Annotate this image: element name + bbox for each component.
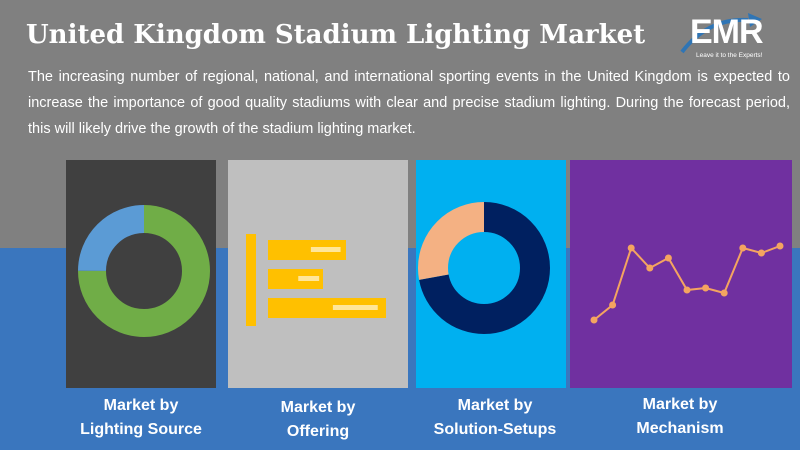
- bar-highlight-0: [310, 247, 341, 252]
- panel-solution-setups: [416, 160, 566, 388]
- data-point-10: [776, 242, 784, 250]
- series-line: [593, 245, 781, 321]
- page-description: The increasing number of regional, natio…: [28, 69, 790, 137]
- bar-highlight-2: [332, 305, 378, 310]
- panel-mechanism: [570, 160, 792, 388]
- logo-text: EMR: [690, 13, 764, 51]
- data-point-4: [664, 254, 672, 262]
- lighting-source-donut-chart: [78, 205, 210, 337]
- logo-tagline: Leave it to the Experts!: [696, 52, 763, 59]
- label-line1: Market by: [103, 397, 179, 414]
- data-point-1: [609, 301, 617, 309]
- data-point-9: [757, 249, 765, 257]
- panel-offering: [228, 160, 408, 388]
- panel-lighting-source: [66, 160, 216, 388]
- logo-arrow-icon: [680, 13, 762, 54]
- label-line1: Market by: [642, 396, 718, 413]
- data-point-7: [720, 289, 728, 297]
- bar-0: [268, 240, 346, 260]
- label-line2: Lighting Source: [80, 421, 202, 438]
- label-line2: Offering: [286, 423, 350, 440]
- label-solution-setups: Market by Solution-Setups: [410, 394, 580, 442]
- donut-slice-1: [418, 202, 550, 334]
- data-point-6: [702, 284, 710, 292]
- solution-setups-donut-chart: [418, 202, 550, 334]
- label-line1: Market by: [457, 397, 533, 414]
- label-lighting-source: Market by Lighting Source: [66, 394, 216, 442]
- label-line1: Market by: [280, 399, 356, 416]
- data-point-8: [739, 244, 747, 252]
- label-mechanism: Market by Mechanism: [580, 393, 780, 441]
- page-title: United Kingdom Stadium Lighting Market: [26, 20, 646, 50]
- data-point-2: [627, 244, 635, 252]
- bar-axis: [246, 234, 256, 326]
- label-offering: Market by Offering: [228, 396, 408, 444]
- bar-highlight-1: [298, 276, 320, 281]
- data-point-5: [683, 286, 691, 294]
- data-point-0: [590, 316, 598, 324]
- emr-logo: EMR Leave it to the Experts!: [678, 12, 774, 68]
- offering-bar-chart: [246, 234, 386, 326]
- label-line2: Mechanism: [636, 420, 724, 437]
- data-point-3: [646, 264, 654, 272]
- mechanism-line-chart: [590, 242, 784, 324]
- label-line2: Solution-Setups: [433, 421, 557, 438]
- bar-2: [268, 298, 386, 318]
- bar-1: [268, 269, 323, 289]
- donut-slice-1: [78, 205, 210, 337]
